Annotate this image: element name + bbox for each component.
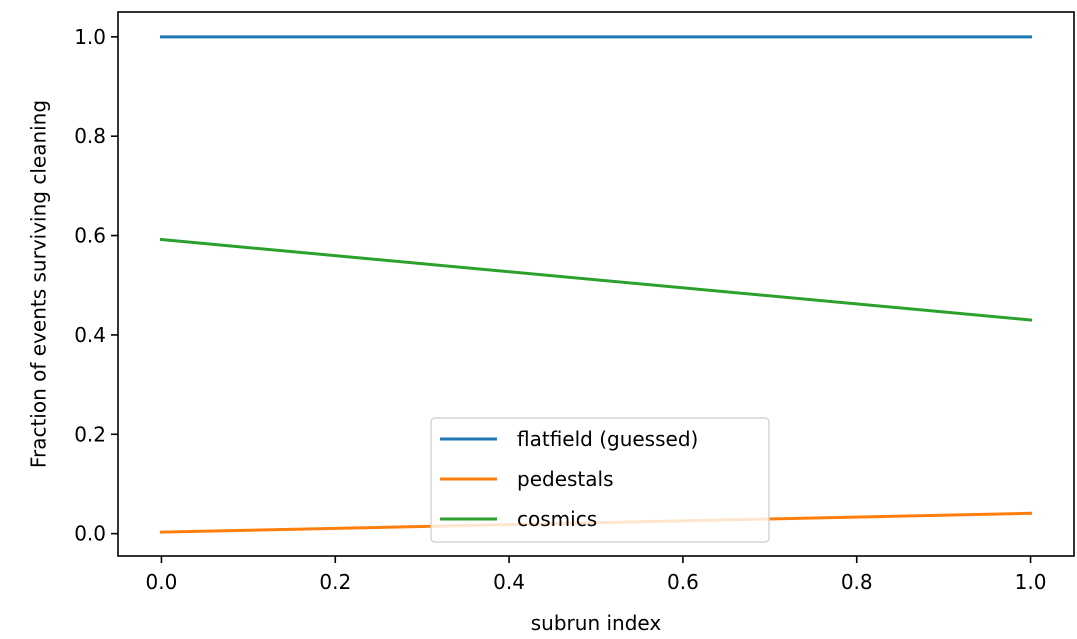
y-tick-label: 0.2 <box>74 422 106 446</box>
legend: flatfield (guessed) pedestals cosmics <box>430 417 770 543</box>
legend-entry: flatfield (guessed) <box>440 427 698 451</box>
x-tick-label: 0.8 <box>841 570 873 594</box>
y-axis-ticks: 0.0 0.2 0.4 0.6 0.8 1.0 <box>74 25 118 546</box>
legend-entry: pedestals <box>440 467 614 491</box>
x-tick-label: 0.0 <box>146 570 178 594</box>
x-tick-label: 0.4 <box>493 570 525 594</box>
y-axis-label: Fraction of events surviving cleaning <box>27 100 51 468</box>
x-axis-label: subrun index <box>531 611 662 635</box>
legend-label: pedestals <box>517 467 614 491</box>
legend-label: flatfield (guessed) <box>517 427 698 451</box>
x-axis-ticks: 0.0 0.2 0.4 0.6 0.8 1.0 <box>146 556 1047 594</box>
plot-frame <box>117 11 1075 557</box>
legend-entry: cosmics <box>440 507 597 531</box>
legend-box <box>430 417 770 543</box>
legend-label: cosmics <box>517 507 597 531</box>
y-tick-label: 0.8 <box>74 124 106 148</box>
y-tick-label: 0.0 <box>74 522 106 546</box>
x-tick-label: 0.6 <box>667 570 699 594</box>
x-tick-label: 0.2 <box>319 570 351 594</box>
series-line-2 <box>159 237 1033 322</box>
y-tick-label: 0.6 <box>74 224 106 248</box>
x-tick-label: 1.0 <box>1015 570 1047 594</box>
y-tick-label: 0.4 <box>74 323 106 347</box>
y-tick-label: 1.0 <box>74 25 106 49</box>
